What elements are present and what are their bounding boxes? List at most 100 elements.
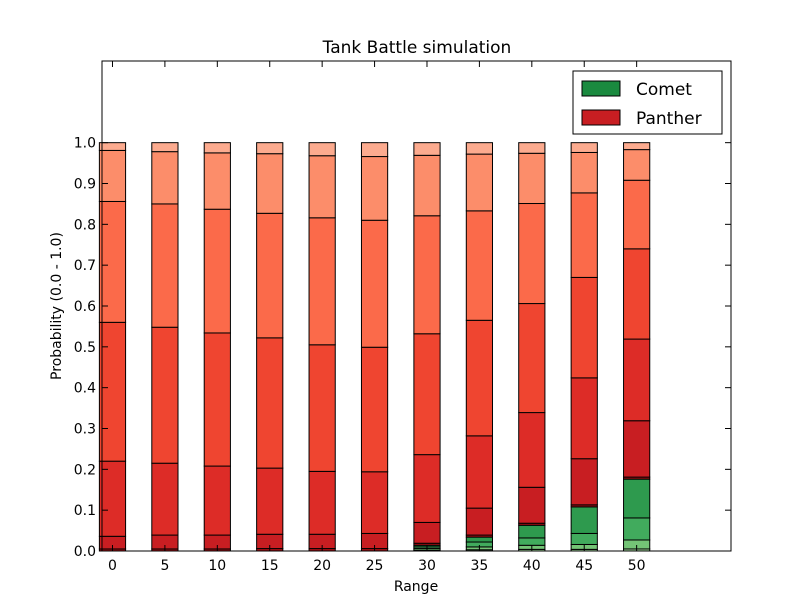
y-tick-label: 0.5	[74, 340, 96, 356]
y-tick-label: 0.7	[74, 258, 96, 274]
bar-segment-panther-10-4	[203, 208, 231, 334]
bar-segment-panther-15-2	[256, 467, 284, 535]
bar-segment-panther-15-5	[256, 153, 284, 214]
bar-segment-panther-35-6	[465, 142, 494, 155]
x-tick-label: 20	[313, 558, 331, 574]
bar-segment-panther-20-2	[308, 470, 336, 535]
legend-swatch-panther	[581, 109, 621, 126]
bar-segment-panther-20-4	[308, 217, 336, 346]
bar-segment-panther-15-4	[256, 212, 284, 339]
x-tick-label: 30	[418, 558, 436, 574]
x-tick-label: 15	[261, 558, 279, 574]
y-tick-label: 0.4	[74, 381, 96, 397]
y-tick-label: 0.6	[74, 299, 96, 315]
y-ticks: 0.0 0.1 0.2 0.3 0.4 0.5 0.6 0.7 0.8 0.9 1.0	[74, 136, 731, 560]
bar-segment-panther-20-5	[308, 155, 336, 219]
bar-segment-comet-40-3	[518, 524, 546, 539]
bar-segment-panther-35-2	[465, 435, 494, 509]
bar-segment-panther-30-2	[413, 454, 441, 523]
x-tick-label: 25	[366, 558, 384, 574]
x-tick-label: 5	[160, 558, 169, 574]
x-tick-label: 10	[208, 558, 226, 574]
bar-segment-comet-45-3	[570, 506, 598, 534]
bar-segment-panther-0-3	[98, 321, 127, 462]
bar-segment-panther-40-4	[518, 203, 546, 305]
x-tick-label: 0	[108, 558, 117, 574]
bar-segment-panther-45-3	[570, 276, 598, 379]
bar-segment-panther-25-6	[360, 142, 389, 158]
x-axis-label: Range	[394, 579, 438, 595]
x-tick-label: 35	[470, 558, 488, 574]
bar-segment-panther-5-2	[151, 462, 179, 536]
bar-segment-comet-50-2	[623, 517, 651, 541]
x-ticks: 0 5 10 15 20 25 30 35 40 45 50	[108, 61, 646, 574]
bar-segment-panther-5-4	[151, 203, 179, 328]
bar-segment-panther-45-4	[570, 192, 598, 278]
bar-segment-panther-0-6	[98, 142, 127, 151]
x-tick-label: 50	[628, 558, 646, 574]
bar-segment-panther-30-3	[413, 333, 441, 456]
bar-segment-comet-45-2	[570, 532, 598, 545]
y-tick-label: 0.2	[74, 462, 96, 478]
bar-segment-panther-30-6	[413, 142, 441, 156]
bar-segment-panther-40-2	[518, 412, 546, 488]
bar-segment-comet-50-3	[623, 478, 651, 519]
bar-segment-panther-15-6	[256, 142, 284, 155]
bar-segment-panther-45-6	[570, 142, 598, 153]
legend-label-comet: Comet	[636, 80, 692, 100]
bar-segment-panther-0-4	[98, 200, 127, 323]
y-tick-label: 0.3	[74, 422, 96, 438]
bar-segment-panther-30-1	[413, 521, 441, 544]
bar-segment-panther-30-4	[413, 215, 441, 335]
x-tick-label: 40	[523, 558, 541, 574]
bar-segment-panther-50-1	[623, 420, 651, 478]
y-tick-label: 0.1	[74, 503, 96, 519]
legend: Comet Panther	[572, 70, 723, 135]
bar-segment-panther-40-5	[518, 152, 546, 205]
bar-segment-panther-15-3	[256, 337, 284, 469]
bar-segment-comet-40-2	[518, 537, 546, 546]
bar-segment-panther-50-3	[623, 248, 651, 340]
bar-segment-panther-25-5	[360, 156, 389, 221]
bars-group	[98, 142, 651, 552]
bar-segment-panther-50-4	[623, 179, 651, 250]
bar-segment-panther-35-1	[465, 507, 494, 536]
bar-segment-panther-25-4	[360, 219, 389, 348]
bar-segment-panther-45-2	[570, 377, 598, 460]
bar-segment-panther-25-2	[360, 471, 389, 534]
y-axis-label: Probability (0.0 - 1.0)	[49, 232, 65, 380]
y-tick-label: 0.9	[74, 177, 96, 193]
x-tick-label: 45	[575, 558, 593, 574]
y-tick-label: 0.0	[74, 544, 96, 560]
bar-segment-panther-50-5	[623, 149, 651, 181]
legend-label-panther: Panther	[636, 109, 702, 129]
bar-segment-comet-35-3	[465, 536, 494, 543]
bar-segment-panther-50-6	[623, 142, 651, 151]
bar-segment-panther-0-2	[98, 460, 127, 537]
bar-segment-panther-20-6	[308, 142, 336, 157]
bar-segment-panther-25-3	[360, 346, 389, 473]
bar-segment-panther-5-6	[151, 142, 179, 153]
bar-segment-panther-30-5	[413, 154, 441, 217]
bar-segment-panther-35-5	[465, 153, 494, 212]
bar-segment-panther-10-6	[203, 142, 231, 154]
bar-segment-panther-50-2	[623, 338, 651, 422]
bar-segment-panther-45-1	[570, 458, 598, 506]
bar-segment-panther-5-5	[151, 151, 179, 205]
y-tick-label: 0.8	[74, 217, 96, 233]
bar-segment-panther-20-3	[308, 344, 336, 472]
bar-segment-panther-40-6	[518, 142, 546, 154]
bar-segment-panther-10-2	[203, 465, 231, 536]
legend-swatch-comet	[581, 80, 621, 97]
y-tick-label: 1.0	[74, 136, 96, 152]
bar-segment-panther-40-3	[518, 303, 546, 414]
bar-segment-panther-10-5	[203, 152, 231, 210]
chart-title: Tank Battle simulation	[322, 38, 512, 58]
bar-segment-panther-0-5	[98, 149, 127, 202]
bar-segment-panther-10-3	[203, 332, 231, 467]
bar-segment-panther-35-3	[465, 319, 494, 437]
bar-segment-panther-5-3	[151, 326, 179, 464]
bar-segment-panther-45-5	[570, 151, 598, 194]
bar-segment-panther-35-4	[465, 210, 494, 321]
